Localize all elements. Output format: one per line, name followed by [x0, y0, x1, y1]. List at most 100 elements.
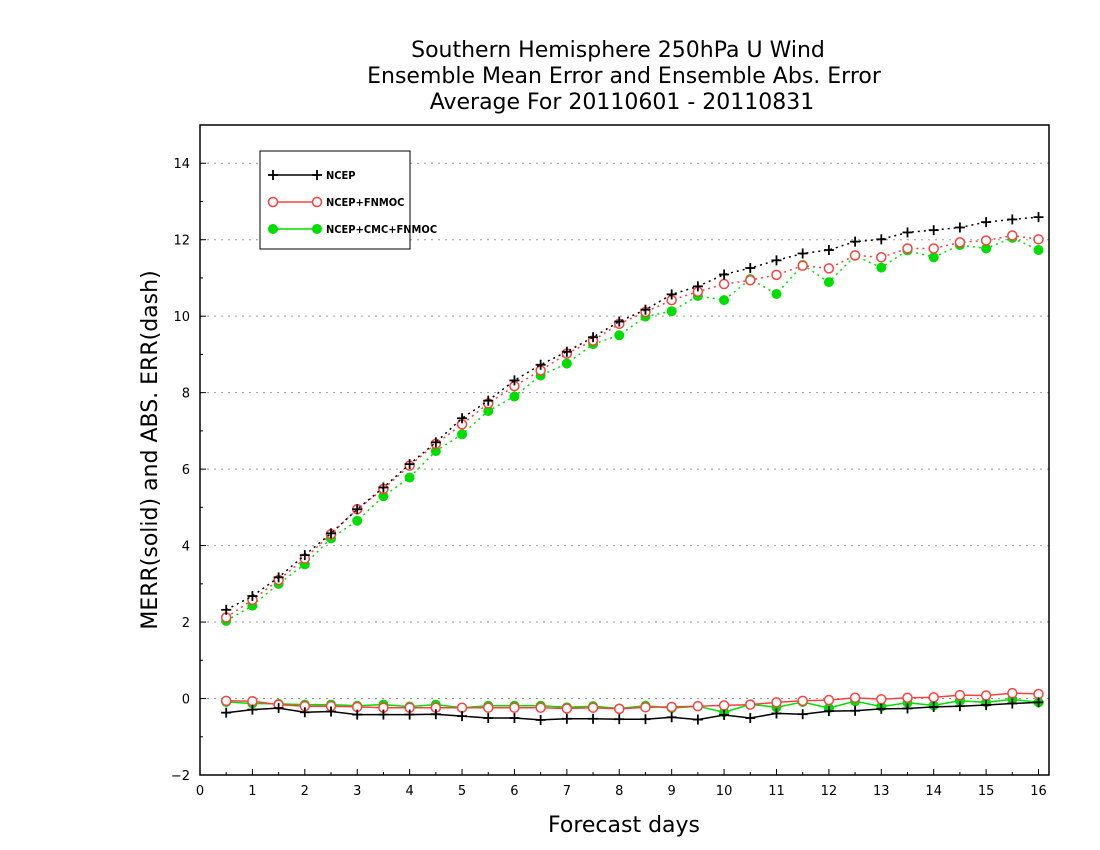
abs-err-point — [823, 245, 834, 256]
x-axis-ticks: 0 1 2 3 4 5 6 7 8 9 10 11 12 13 14 15 16 — [196, 769, 1047, 799]
mean-err-point — [247, 695, 258, 707]
abs-err-point — [326, 528, 337, 539]
legend-label: NCEP+CMC+FNMOC — [326, 223, 437, 236]
x-tick-label: 7 — [563, 784, 571, 799]
abs-err-point — [797, 260, 808, 271]
x-tick-label: 10 — [716, 784, 733, 799]
abs-err-point — [483, 395, 494, 406]
abs-err-line — [225, 216, 1039, 611]
legend-label: NCEP — [326, 169, 356, 182]
abs-err-point — [823, 263, 835, 274]
mean-err-point — [981, 700, 992, 711]
x-tick-label: 12 — [821, 784, 838, 799]
mean-err-point — [456, 702, 468, 713]
mean-err-point — [823, 706, 834, 717]
abs-err-point — [509, 391, 520, 402]
abs-err-point — [561, 346, 572, 357]
mean-err-point — [666, 701, 677, 713]
x-axis-label: Forecast days — [548, 813, 700, 838]
mean-err-point — [1007, 687, 1018, 699]
series-group — [220, 212, 1044, 725]
mean-err-point — [352, 709, 363, 720]
mean-err-point — [404, 709, 415, 720]
mean-err-point — [587, 702, 599, 713]
series-ncep-cmc-fnmoc — [221, 232, 1044, 718]
abs-err-point — [928, 225, 939, 236]
abs-err-point — [718, 278, 730, 290]
mean-err-point — [483, 713, 494, 724]
mean-err-point — [797, 709, 808, 720]
mean-err-point — [561, 703, 573, 714]
abs-err-point — [299, 550, 310, 561]
y-tick-label: 10 — [173, 310, 190, 325]
abs-err-point — [745, 263, 756, 273]
mean-err-point — [902, 692, 913, 704]
x-tick-label: 1 — [248, 784, 256, 799]
x-tick-label: 3 — [353, 784, 361, 799]
abs-err-point — [771, 289, 782, 299]
y-tick-label: 6 — [182, 463, 190, 478]
abs-err-point — [797, 248, 808, 259]
mean-err-point — [614, 703, 625, 715]
mean-err-line — [226, 698, 1039, 714]
y-tick-label: 8 — [182, 387, 190, 402]
mean-err-point — [299, 707, 310, 718]
abs-err-point — [692, 281, 703, 292]
y-axis-label: MERR(solid) and ABS. ERR(dash) — [138, 270, 163, 629]
mean-err-point — [1033, 697, 1044, 708]
mean-err-point — [640, 702, 651, 713]
x-tick-label: 4 — [405, 784, 413, 799]
abs-err-point — [954, 237, 966, 248]
x-tick-label: 9 — [668, 784, 676, 799]
mean-err-point — [509, 702, 520, 713]
legend-label: NCEP+FNMOC — [326, 196, 404, 209]
mean-err-point — [614, 714, 625, 725]
mean-err-point — [719, 709, 730, 720]
mean-err-point — [378, 709, 389, 720]
abs-err-point — [1033, 234, 1044, 245]
abs-err-point — [771, 255, 782, 266]
legend-marker — [312, 224, 322, 234]
abs-err-point — [719, 295, 730, 306]
abs-err-point — [876, 252, 887, 263]
abs-err-point — [614, 330, 625, 341]
abs-err-point — [666, 306, 677, 317]
mean-err-point — [1007, 698, 1018, 709]
abs-err-point — [404, 459, 415, 470]
x-tick-label: 6 — [510, 784, 518, 799]
x-tick-label: 15 — [978, 784, 995, 799]
legend-item: NCEP — [268, 169, 356, 182]
mean-err-point — [849, 692, 861, 704]
abs-err-point — [640, 304, 651, 315]
abs-err-point — [666, 289, 677, 300]
mean-err-point — [561, 713, 572, 724]
mean-err-point — [928, 692, 939, 703]
abs-err-point — [588, 332, 599, 343]
mean-err-point — [588, 713, 599, 724]
abs-err-point — [902, 243, 913, 254]
mean-err-point — [430, 709, 441, 720]
plot-frame — [199, 124, 1050, 776]
abs-err-line — [225, 234, 1039, 619]
abs-err-point — [980, 235, 992, 246]
mean-err-point — [718, 700, 730, 711]
abs-err-point — [1007, 214, 1018, 225]
abs-err-point — [457, 413, 468, 424]
title-line-1: Southern Hemisphere 250hPa U Wind — [411, 38, 825, 63]
abs-err-point — [954, 222, 965, 233]
abs-err-point — [745, 274, 756, 286]
abs-err-point — [849, 250, 861, 261]
mean-err-point — [247, 704, 258, 715]
mean-err-point — [692, 714, 703, 725]
mean-err-point — [928, 701, 939, 712]
gridlines — [200, 162, 1049, 776]
abs-err-point — [404, 472, 415, 483]
mean-err-point — [954, 701, 965, 712]
legend-item: NCEP+CMC+FNMOC — [268, 223, 437, 236]
title-line-2: Ensemble Mean Error and Ensemble Abs. Er… — [367, 64, 882, 89]
abs-err-point — [561, 358, 572, 369]
abs-err-point — [614, 316, 625, 327]
title-line-3: Average For 20110601 - 20110831 — [430, 90, 815, 115]
series-ncep — [221, 212, 1044, 725]
